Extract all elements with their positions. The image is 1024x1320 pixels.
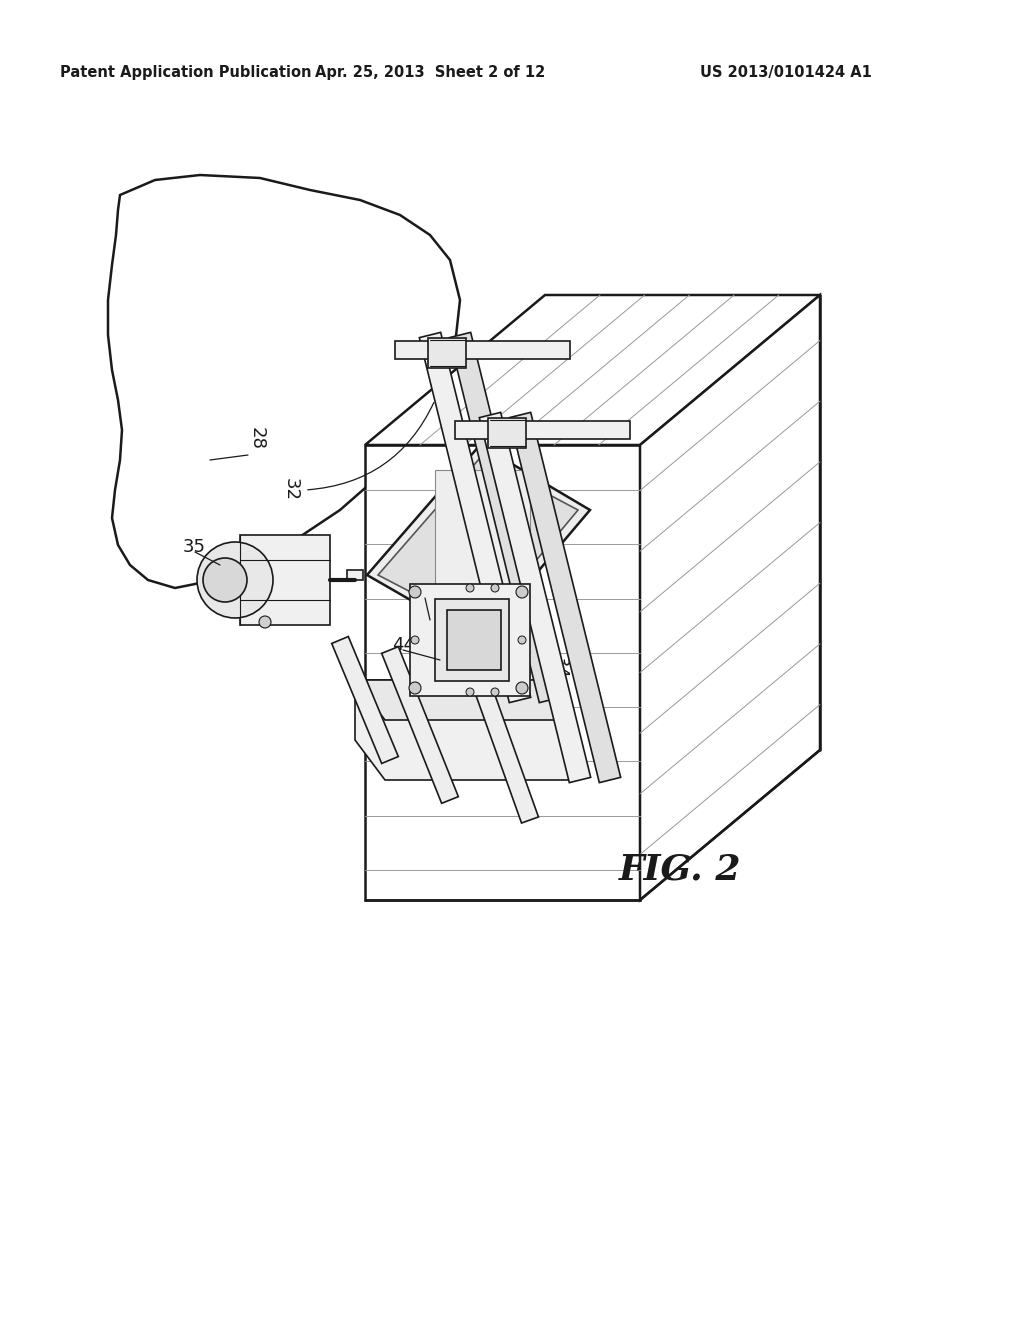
Polygon shape: [435, 470, 530, 680]
Polygon shape: [428, 338, 466, 368]
Circle shape: [197, 543, 273, 618]
Text: 28: 28: [248, 426, 266, 449]
Text: FIG. 2: FIG. 2: [618, 853, 741, 887]
Polygon shape: [355, 680, 570, 719]
Polygon shape: [108, 176, 460, 587]
Polygon shape: [395, 341, 570, 359]
Polygon shape: [378, 458, 578, 628]
Text: 35: 35: [183, 539, 206, 556]
Circle shape: [466, 688, 474, 696]
Circle shape: [518, 636, 526, 644]
Polygon shape: [410, 583, 530, 696]
Polygon shape: [488, 418, 526, 447]
Text: 34: 34: [551, 656, 569, 678]
Polygon shape: [355, 680, 570, 780]
Polygon shape: [447, 610, 501, 671]
Polygon shape: [365, 294, 820, 445]
Polygon shape: [471, 677, 539, 824]
Polygon shape: [365, 445, 640, 900]
Polygon shape: [332, 636, 398, 763]
Circle shape: [490, 583, 499, 591]
Text: Apr. 25, 2013  Sheet 2 of 12: Apr. 25, 2013 Sheet 2 of 12: [314, 65, 545, 79]
Circle shape: [516, 586, 528, 598]
Polygon shape: [479, 412, 591, 783]
Text: Patent Application Publication: Patent Application Publication: [60, 65, 311, 79]
Polygon shape: [450, 333, 561, 702]
Text: 44: 44: [392, 636, 415, 653]
Polygon shape: [367, 445, 590, 640]
Polygon shape: [347, 570, 362, 579]
Polygon shape: [419, 333, 530, 702]
Circle shape: [203, 558, 247, 602]
Circle shape: [411, 636, 419, 644]
Circle shape: [516, 682, 528, 694]
Text: 32: 32: [282, 479, 300, 502]
Circle shape: [259, 616, 271, 628]
Polygon shape: [240, 535, 330, 624]
Polygon shape: [640, 294, 820, 900]
Circle shape: [466, 583, 474, 591]
Polygon shape: [435, 599, 509, 681]
Polygon shape: [382, 647, 459, 804]
Text: US 2013/0101424 A1: US 2013/0101424 A1: [700, 65, 871, 79]
Polygon shape: [455, 421, 630, 440]
Circle shape: [490, 688, 499, 696]
Polygon shape: [509, 412, 621, 783]
Text: 30: 30: [418, 570, 436, 594]
Circle shape: [409, 586, 421, 598]
Circle shape: [409, 682, 421, 694]
